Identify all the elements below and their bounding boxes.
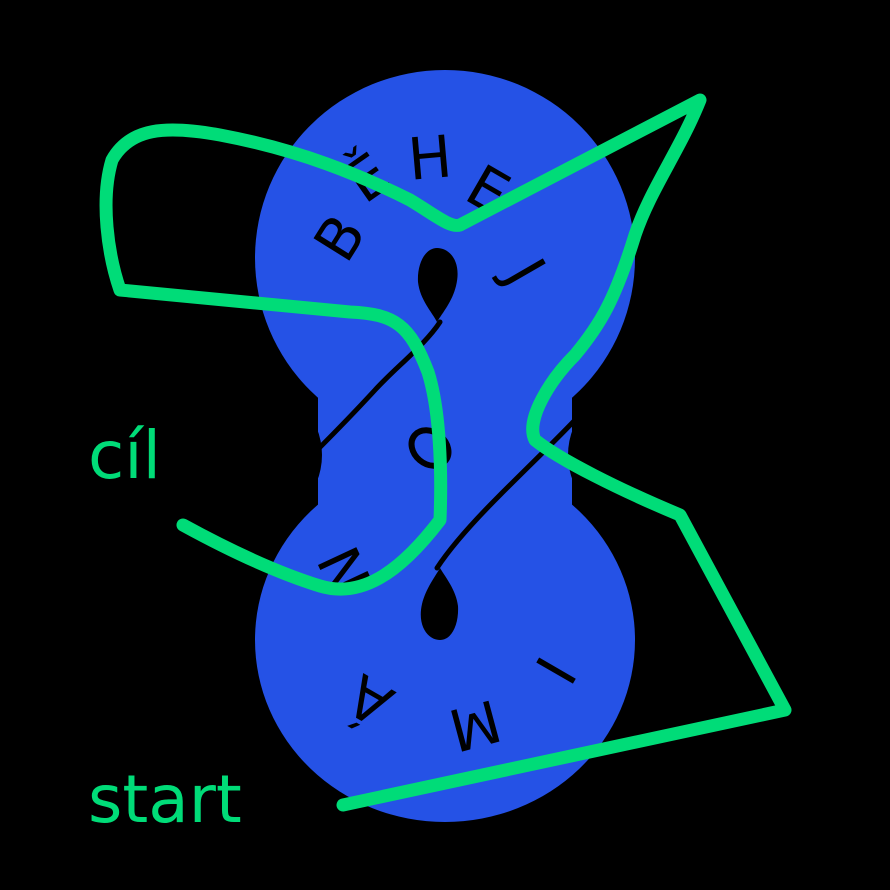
start-label: start — [88, 761, 242, 838]
inner-line-right — [434, 417, 578, 571]
waist-cutout-left — [178, 383, 322, 527]
lower-drop — [420, 568, 459, 640]
upper-drop — [417, 248, 458, 322]
ring-letter-3: H — [405, 122, 454, 194]
route-line — [99, 93, 792, 812]
finish-label: cíl — [88, 417, 161, 494]
waist-cutout-right — [568, 383, 712, 527]
lower-loop — [255, 458, 635, 822]
